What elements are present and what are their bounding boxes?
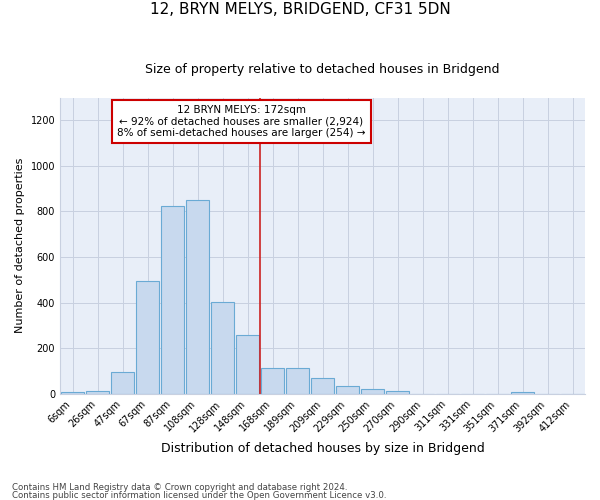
Bar <box>61 392 85 394</box>
Text: 12, BRYN MELYS, BRIDGEND, CF31 5DN: 12, BRYN MELYS, BRIDGEND, CF31 5DN <box>149 2 451 18</box>
Text: Contains public sector information licensed under the Open Government Licence v3: Contains public sector information licen… <box>12 490 386 500</box>
Text: 12 BRYN MELYS: 172sqm
← 92% of detached houses are smaller (2,924)
8% of semi-de: 12 BRYN MELYS: 172sqm ← 92% of detached … <box>117 105 365 138</box>
Bar <box>361 389 385 394</box>
Bar <box>185 200 209 394</box>
Y-axis label: Number of detached properties: Number of detached properties <box>15 158 25 334</box>
Title: Size of property relative to detached houses in Bridgend: Size of property relative to detached ho… <box>145 62 500 76</box>
Bar <box>161 206 184 394</box>
X-axis label: Distribution of detached houses by size in Bridgend: Distribution of detached houses by size … <box>161 442 484 455</box>
Bar <box>511 392 535 394</box>
Text: Contains HM Land Registry data © Crown copyright and database right 2024.: Contains HM Land Registry data © Crown c… <box>12 484 347 492</box>
Bar <box>110 372 134 394</box>
Bar <box>311 378 334 394</box>
Bar <box>260 368 284 394</box>
Bar <box>211 302 235 394</box>
Bar <box>286 368 310 394</box>
Bar <box>136 281 160 394</box>
Bar <box>86 391 109 394</box>
Bar <box>236 335 259 394</box>
Bar <box>335 386 359 394</box>
Bar <box>386 390 409 394</box>
